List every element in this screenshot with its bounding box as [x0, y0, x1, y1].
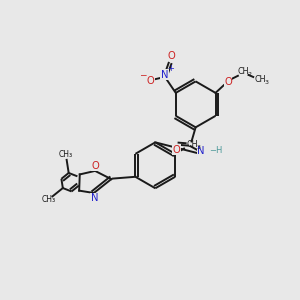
Text: O: O: [92, 160, 100, 171]
Text: 2: 2: [248, 72, 252, 77]
Text: O: O: [167, 51, 175, 61]
Text: CH: CH: [254, 75, 266, 84]
Text: CH₃: CH₃: [59, 150, 73, 159]
Text: N: N: [197, 146, 205, 157]
Text: 3: 3: [197, 146, 201, 150]
Text: CH₃: CH₃: [41, 195, 56, 204]
Text: +: +: [168, 64, 175, 73]
Text: O: O: [172, 145, 180, 155]
Text: CH: CH: [187, 140, 198, 149]
Text: N: N: [91, 193, 98, 203]
Text: O: O: [147, 76, 154, 85]
Text: −: −: [139, 71, 146, 80]
Text: −H: −H: [209, 146, 223, 155]
Text: N: N: [161, 70, 168, 80]
Text: CH: CH: [238, 67, 249, 76]
Text: 3: 3: [265, 80, 268, 86]
Text: O: O: [224, 77, 232, 87]
